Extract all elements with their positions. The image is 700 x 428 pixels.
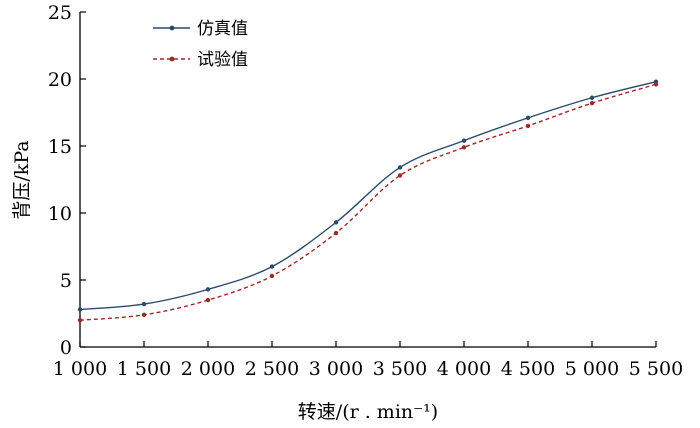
y-tick-label: 0 <box>60 337 72 359</box>
x-tick-label: 3 500 <box>373 358 427 380</box>
legend-label-2: 试验值 <box>197 50 248 70</box>
series-line-1 <box>79 81 657 311</box>
y-tick-label: 20 <box>48 69 72 91</box>
series-1-point <box>269 264 275 269</box>
series-2-point <box>397 173 403 178</box>
series-1-point <box>333 220 339 225</box>
legend-marker-1 <box>169 25 175 31</box>
series-1-point <box>589 95 595 100</box>
x-tick-label: 2 000 <box>181 358 235 380</box>
y-ticks: 0 5 10 15 20 25 <box>48 2 86 359</box>
series-2-point <box>269 273 275 279</box>
x-tick-label: 5 500 <box>629 358 683 380</box>
series-2-point <box>589 100 595 106</box>
series-2-point <box>653 82 659 87</box>
series-1-point <box>77 307 83 312</box>
series-1-point <box>397 165 403 170</box>
series-1-point <box>205 287 211 292</box>
series-2-point <box>77 318 83 323</box>
y-tick-label: 25 <box>48 2 72 24</box>
series-2-point <box>461 145 467 150</box>
x-ticks: 1 000 1 500 2 000 2 500 3 000 3 500 4 000 4 500… <box>53 341 683 380</box>
y-tick-label: 15 <box>48 136 72 158</box>
x-tick-label: 4 000 <box>437 358 491 380</box>
x-tick-label: 2 500 <box>245 358 299 380</box>
series-1-point <box>461 138 467 143</box>
series-1-point <box>141 301 147 307</box>
legend-label-1: 仿真值 <box>197 19 248 39</box>
series-1-point <box>525 115 531 121</box>
x-tick-label: 4 500 <box>501 358 555 380</box>
series-2-point <box>141 312 147 318</box>
legend-marker-2 <box>169 56 175 62</box>
axes <box>79 12 656 348</box>
x-tick-label: 1 000 <box>53 358 107 380</box>
series-2-point <box>525 123 531 129</box>
y-axis-title: 背压/kPa <box>11 140 33 219</box>
series-line-2 <box>79 83 657 321</box>
y-tick-label: 10 <box>48 203 72 225</box>
y-tick-label: 5 <box>60 270 72 292</box>
series-2-point <box>333 230 339 236</box>
x-tick-label: 5 000 <box>565 358 619 380</box>
x-tick-label: 1 500 <box>117 358 171 380</box>
series-layer <box>77 79 659 323</box>
x-tick-label: 3 000 <box>309 358 363 380</box>
series-2-point <box>205 297 211 303</box>
x-axis-title: 转速/(r . min⁻¹) <box>298 401 438 423</box>
